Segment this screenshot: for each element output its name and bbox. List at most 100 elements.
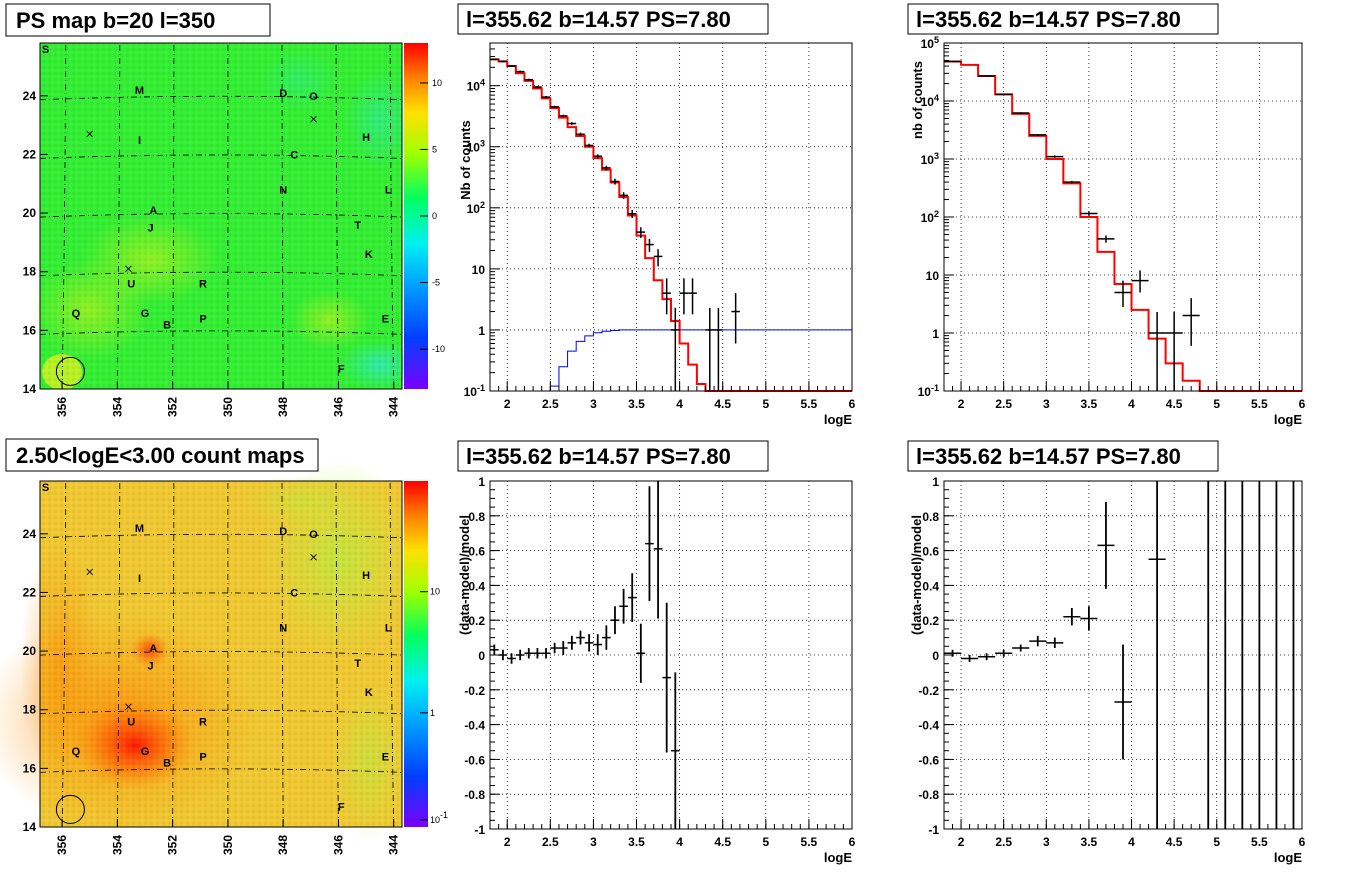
source-label: L (385, 185, 392, 197)
ps-map-title: PS map b=20 l=350 (16, 8, 215, 33)
ps-map-grid (39, 42, 403, 390)
x-tick-label: 3.5 (628, 397, 645, 411)
source-label: P (199, 314, 206, 326)
y-tick-label: -0.4 (918, 719, 939, 733)
x-tick-label: 2.5 (995, 835, 1012, 849)
y-tick-label: 0.4 (922, 579, 939, 593)
x-tick-label: 2 (504, 397, 511, 411)
map-meridian-line (389, 42, 395, 390)
x-tick-label: 2 (958, 397, 965, 411)
y-tick-label: -0.8 (918, 788, 939, 802)
y-tick-label: 0.8 (922, 510, 939, 524)
residuals-panel: 2 2.5 3 3.5 4 4.5 5 5.5 6 -1 -0.8 -0.6 -0.4 -0.2 0 0.2… (457, 440, 856, 865)
x-tick-label: 5 (1213, 397, 1220, 411)
source-label: R (199, 278, 207, 290)
counts-spectrum-plot-area (490, 43, 852, 391)
counts-spectrum-xlabel: logE (824, 412, 852, 427)
source-label: C (290, 587, 298, 599)
ps-map-source-labels: S M D O I H C N L AJ T K U R Q G B P E F (42, 44, 392, 386)
y-tick-label: 10-1 (918, 383, 939, 399)
source-label: N (279, 623, 287, 635)
source-label: T (354, 658, 361, 670)
x-tick-label: 352 (166, 835, 180, 855)
ps-map-panel: S M D O I H C N L AJ T K U R Q G B P E F 356 354 352 350 348 346… (5, 3, 445, 417)
source-label: J (147, 223, 153, 235)
y-tick-label: 24 (23, 89, 37, 103)
map-meridian-line (61, 42, 67, 390)
count-map-grid (39, 480, 403, 828)
y-tick-label: 20 (23, 644, 37, 658)
x-tick-label: 4 (676, 835, 683, 849)
source-label: I (138, 135, 141, 147)
x-tick-label: 5.5 (801, 835, 818, 849)
source-label: A (149, 205, 157, 217)
x-tick-label: 352 (166, 397, 180, 417)
y-tick-label: 14 (23, 382, 37, 396)
y-tick-label: -0.6 (918, 753, 939, 767)
x-tick-label: 4.5 (1166, 835, 1183, 849)
residuals-wide-title-box (907, 440, 1219, 472)
map-parallel-line (39, 768, 403, 773)
x-tick-label: 2.5 (995, 397, 1012, 411)
y-tick-label: 104 (921, 93, 939, 109)
x-tick-label: 5.5 (1251, 835, 1268, 849)
source-cross-marker (310, 553, 317, 561)
map-parallel-line (39, 213, 403, 218)
source-label: J (147, 661, 153, 673)
y-tick-label: 1 (478, 324, 485, 338)
residuals-xlabel: logE (824, 850, 852, 865)
colorbar-tick-label: -10 (432, 344, 445, 354)
map-parallel-line (39, 709, 403, 715)
y-tick-label: -0.2 (464, 684, 485, 698)
psf-circle (55, 356, 85, 386)
source-cross-marker (86, 130, 94, 138)
counts-spectrum-title-box (457, 3, 769, 35)
y-tick-label: 0.2 (468, 614, 485, 628)
y-tick-label: 10 (926, 269, 940, 283)
x-tick-label: 4 (676, 397, 683, 411)
colorbar-tick-label: -5 (432, 278, 440, 288)
x-tick-label: 3 (590, 397, 597, 411)
x-tick-label: 356 (55, 835, 69, 855)
source-label: D (279, 88, 287, 100)
x-tick-label: 2 (958, 835, 965, 849)
y-tick-label: 16 (23, 323, 37, 337)
source-label: P (199, 752, 206, 764)
map-parallel-line (39, 95, 403, 101)
y-tick-label: 1 (932, 327, 939, 341)
y-tick-label: 102 (467, 200, 485, 216)
source-label: B (163, 319, 171, 331)
x-tick-label: 350 (221, 835, 235, 855)
x-tick-label: 4 (1128, 397, 1135, 411)
x-tick-label: 346 (331, 397, 345, 417)
x-tick-label: 3 (1043, 835, 1050, 849)
source-label: G (141, 308, 150, 320)
residuals-wide-title: l=355.62 b=14.57 PS=7.80 (916, 444, 1181, 469)
map-meridian-line (116, 480, 121, 828)
x-tick-label: 6 (1299, 397, 1306, 411)
y-tick-label: 0.8 (468, 510, 485, 524)
x-tick-label: 5.5 (1251, 397, 1268, 411)
y-tick-label: 103 (467, 139, 485, 155)
source-label: U (127, 278, 135, 290)
y-tick-label: 103 (921, 151, 939, 167)
source-label: N (279, 185, 287, 197)
map-meridian-line (389, 480, 395, 828)
model-line (944, 60, 1302, 392)
counts-spectrum-wide-title: l=355.62 b=14.57 PS=7.80 (916, 7, 1181, 32)
source-label: O (309, 529, 318, 541)
x-tick-label: 2.5 (542, 835, 559, 849)
count-map-panel: S M D O I H C N L AJ T K U R Q G B P E F 356 354 352 350 348 346… (0, 438, 448, 855)
source-label: M (135, 85, 144, 97)
counts-spectrum-wide-ylabel: nb of counts (910, 61, 925, 139)
x-tick-label: 4 (1128, 835, 1135, 849)
x-tick-label: 4.5 (714, 397, 731, 411)
source-label: A (149, 643, 157, 655)
x-tick-label: 344 (387, 835, 401, 855)
y-tick-label: 0.6 (922, 545, 939, 559)
counts-spectrum-ylabel: Nb of counts (458, 120, 473, 199)
y-tick-label: 14 (23, 820, 37, 834)
source-label: U (127, 716, 135, 728)
y-tick-label: -0.6 (464, 753, 485, 767)
